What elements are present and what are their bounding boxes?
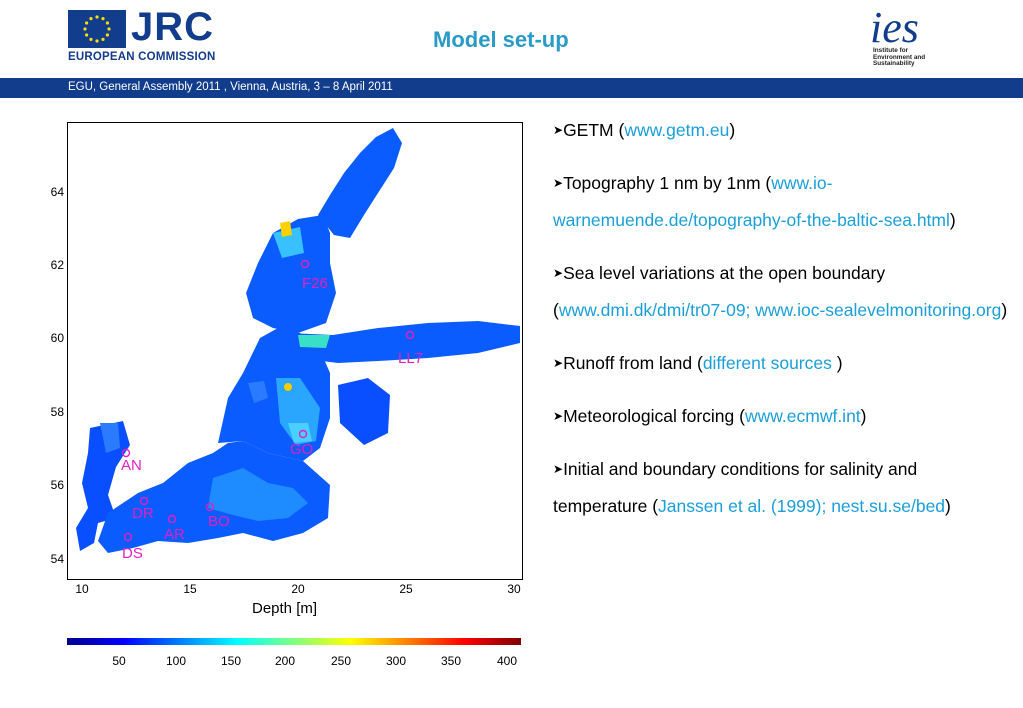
bullet-link[interactable]: Janssen et al. (1999); nest.su.se/bed xyxy=(658,496,946,516)
bullet-text: Topography 1 nm by 1nm ( xyxy=(563,173,772,193)
arrow-bullet-icon: ➤ xyxy=(553,123,564,137)
station-marker xyxy=(121,448,131,458)
european-commission-text: EUROPEAN COMMISSION xyxy=(68,51,216,63)
y-tick-label: 60 xyxy=(50,331,64,345)
bullet-item: ➤GETM (www.getm.eu) xyxy=(553,112,1008,149)
conference-banner: EGU, General Assembly 2011 , Vienna, Aus… xyxy=(0,78,1023,98)
station-label: DR xyxy=(132,505,154,522)
station-marker xyxy=(205,502,215,512)
baltic-depth-map: F26 LL7 GO AN DR BO AR DS xyxy=(67,122,523,580)
arrow-bullet-icon: ➤ xyxy=(553,266,564,280)
colorbar-tick-label: 150 xyxy=(220,654,242,668)
ies-subtitle-line: Sustainability xyxy=(873,60,915,68)
bullet-link[interactable]: different sources xyxy=(702,353,832,373)
colorbar-tick-label: 100 xyxy=(165,654,187,668)
bullet-link[interactable]: www.ecmwf.int xyxy=(744,406,861,426)
page-title: Model set-up xyxy=(433,27,569,52)
colorbar-tick-label: 350 xyxy=(440,654,462,668)
colorbar-tick-label: 300 xyxy=(385,654,407,668)
x-tick-label: 20 xyxy=(291,582,305,596)
bullet-link[interactable]: www.getm.eu xyxy=(624,120,730,140)
bullet-item: ➤Sea level variations at the open bounda… xyxy=(553,255,1008,329)
station-marker xyxy=(167,514,177,524)
bullet-end: ) xyxy=(1001,300,1008,320)
map-xlabel: Depth [m] xyxy=(252,600,318,617)
bullet-text: GETM ( xyxy=(563,120,625,140)
x-tick-label: 10 xyxy=(75,582,89,596)
ies-logo-text: ies xyxy=(870,4,919,50)
station-marker xyxy=(298,429,308,439)
station-marker xyxy=(300,259,310,269)
station-marker xyxy=(139,496,149,506)
y-tick-label: 56 xyxy=(50,478,64,492)
bullet-text: Meteorological forcing ( xyxy=(563,406,745,426)
colorbar-tick-label: 250 xyxy=(330,654,352,668)
jrc-logo: JRC EUROPEAN COMMISSION xyxy=(68,5,216,69)
depth-map-figure: F26 LL7 GO AN DR BO AR DS 64 62 60 58 56… xyxy=(40,104,530,684)
colorbar-tick-label: 400 xyxy=(496,654,518,668)
bullet-end: ) xyxy=(860,406,867,426)
y-tick-label: 54 xyxy=(50,552,64,566)
bullet-text: Runoff from land ( xyxy=(563,353,703,373)
x-tick-label: 25 xyxy=(399,582,413,596)
ies-subtitle: Institute for Environment and Sustainabi… xyxy=(873,47,926,68)
bullet-end: ) xyxy=(945,496,951,516)
arrow-bullet-icon: ➤ xyxy=(553,176,564,190)
y-tick-label: 64 xyxy=(50,185,64,199)
eu-flag-icon xyxy=(68,10,126,48)
bullet-end: ) xyxy=(831,353,843,373)
bullet-text: Initial and boundary conditions for sali… xyxy=(553,459,918,516)
baltic-depth-map-image xyxy=(76,128,520,553)
station-label: DS xyxy=(122,545,143,562)
station-label: BO xyxy=(208,513,230,530)
ies-logo-mark: ies xyxy=(870,4,919,50)
station-label: F26 xyxy=(302,275,328,292)
y-tick-label: 62 xyxy=(50,258,64,272)
depth-colorbar xyxy=(67,638,521,645)
station-marker xyxy=(123,532,133,542)
bullet-item: ➤Topography 1 nm by 1nm (www.io-warnemue… xyxy=(553,165,1008,239)
station-label: AR xyxy=(164,526,185,543)
ies-subtitle-line: Institute for xyxy=(873,47,909,54)
bullet-text: Sea level variations at the open boundar… xyxy=(553,263,886,320)
ies-subtitle-line: Environment and xyxy=(873,53,926,61)
ies-logo: ies Institute for Environment and Sustai… xyxy=(866,4,966,76)
bullet-item: ➤Initial and boundary conditions for sal… xyxy=(553,451,1008,525)
bullet-link[interactable]: www.dmi.dk/dmi/tr07-09; www.ioc-sealevel… xyxy=(558,300,1002,320)
jrc-logo-text: JRC xyxy=(131,5,215,49)
banner-text: EGU, General Assembly 2011 , Vienna, Aus… xyxy=(68,81,393,93)
bullet-end: ) xyxy=(729,120,736,140)
arrow-bullet-icon: ➤ xyxy=(553,462,564,476)
x-tick-label: 15 xyxy=(183,582,197,596)
colorbar-tick-label: 200 xyxy=(274,654,296,668)
station-label: GO xyxy=(290,441,314,458)
x-tick-label: 30 xyxy=(507,582,521,596)
bullet-end: ) xyxy=(949,210,956,230)
bullet-item: ➤Runoff from land (different sources ) xyxy=(553,345,1008,382)
station-label: AN xyxy=(121,457,142,474)
colorbar-tick-label: 50 xyxy=(112,654,126,668)
station-marker xyxy=(405,330,415,340)
station-label: LL7 xyxy=(398,350,424,367)
arrow-bullet-icon: ➤ xyxy=(553,409,564,423)
setup-bullet-list: ➤GETM (www.getm.eu) ➤Topography 1 nm by … xyxy=(553,112,1008,541)
bullet-item: ➤Meteorological forcing (www.ecmwf.int) xyxy=(553,398,1008,435)
y-tick-label: 58 xyxy=(50,405,64,419)
arrow-bullet-icon: ➤ xyxy=(553,356,564,370)
bullet-link[interactable]: www.io-warnemuende.de/topography-of-the-… xyxy=(553,173,950,230)
